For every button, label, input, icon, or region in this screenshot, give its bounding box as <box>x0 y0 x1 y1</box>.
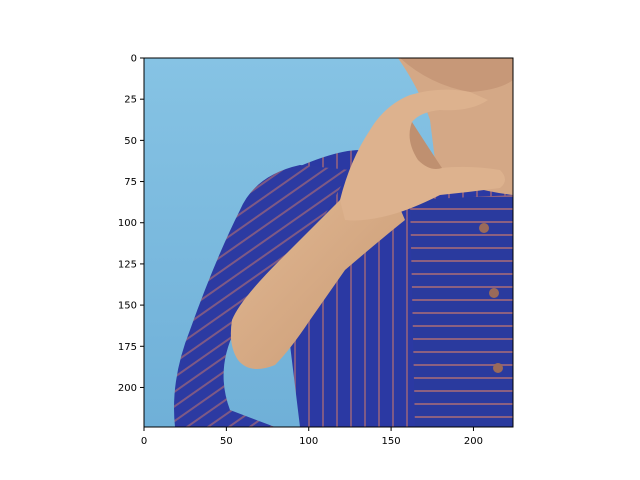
x-tick-label: 200 <box>464 436 483 447</box>
y-tick-label: 75 <box>124 177 137 188</box>
y-tick-label: 150 <box>118 301 137 312</box>
kurta-placket <box>410 195 513 427</box>
photo <box>144 58 513 427</box>
y-tick-label: 0 <box>131 54 137 65</box>
y-tick-label: 175 <box>118 342 137 353</box>
y-tick-label: 50 <box>124 136 137 147</box>
y-tick-label: 125 <box>118 259 137 270</box>
y-tick-label: 100 <box>118 218 137 229</box>
x-tick-label: 50 <box>220 436 233 447</box>
button <box>479 223 489 233</box>
x-tick-label: 100 <box>299 436 318 447</box>
button <box>493 363 503 373</box>
x-axis: 0 50 100 150 200 <box>141 427 483 447</box>
y-tick-label: 200 <box>118 383 137 394</box>
x-tick-label: 150 <box>382 436 401 447</box>
y-axis: 0 25 50 75 100 125 150 175 200 <box>118 54 144 394</box>
y-tick-label: 25 <box>124 95 137 106</box>
finger-shadow <box>409 122 442 169</box>
forearm <box>230 184 405 369</box>
x-tick-label: 0 <box>141 436 147 447</box>
button <box>489 288 499 298</box>
chin-shadow <box>400 58 513 92</box>
axes-frame <box>143 57 514 428</box>
